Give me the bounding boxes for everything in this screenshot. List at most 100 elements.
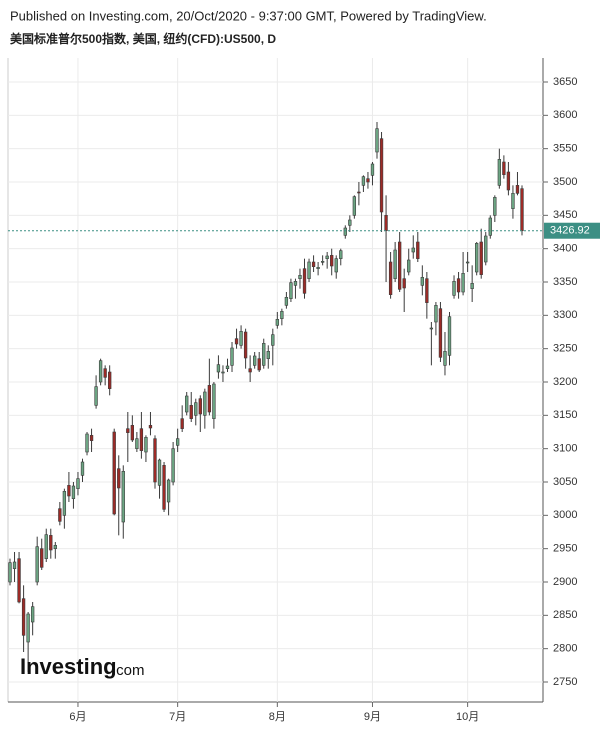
candle-body — [85, 433, 89, 453]
candle-body — [497, 159, 502, 186]
candle-body — [262, 343, 266, 366]
candle-body — [44, 534, 48, 559]
candle-body — [266, 351, 270, 359]
candle-body — [393, 249, 397, 279]
x-tick-label: 10月 — [456, 711, 479, 723]
candle-body — [175, 438, 180, 446]
y-tick-label: 3000 — [553, 509, 577, 521]
candle-body — [366, 178, 370, 183]
y-tick-label: 3300 — [553, 309, 577, 321]
candle-body — [420, 277, 424, 286]
last-price-label: 3426.92 — [550, 225, 590, 237]
candle-body — [80, 461, 85, 476]
candle-body — [239, 331, 243, 346]
candle-body — [388, 261, 393, 295]
y-tick-label: 2800 — [553, 643, 577, 655]
candle-body — [185, 395, 189, 413]
candle-body — [148, 425, 153, 429]
candle-body — [171, 448, 175, 483]
candle-body — [456, 278, 461, 293]
x-tick-label: 6月 — [69, 711, 86, 723]
candle-body — [493, 197, 497, 216]
y-tick-label: 3150 — [553, 409, 577, 421]
candle-body — [407, 259, 411, 273]
candle-body — [384, 215, 388, 231]
candle-body — [153, 438, 157, 483]
candle-body — [506, 171, 511, 191]
candle-body — [17, 558, 21, 603]
candle-body — [488, 217, 492, 236]
candle-body — [325, 255, 329, 259]
candle-body — [198, 398, 202, 415]
candle-body — [71, 485, 76, 499]
candle-body — [271, 334, 275, 346]
candle-body — [135, 438, 139, 449]
candle-body — [53, 545, 57, 549]
candle-body — [402, 278, 406, 289]
candle-body — [316, 267, 320, 269]
candle-body — [103, 368, 107, 378]
candle-body — [203, 391, 207, 416]
y-tick-label: 3400 — [553, 243, 577, 255]
candle-body — [298, 275, 302, 279]
candle-body — [375, 128, 379, 153]
logo-name: Investing — [20, 654, 117, 679]
candle-body — [434, 305, 438, 323]
grid: 2750 2800 2850 2900 2950 3000 3050 3100 3150 3200… — [8, 58, 577, 723]
y-tick-label: 3250 — [553, 343, 577, 355]
y-tick-label: 2850 — [553, 609, 577, 621]
candle-body — [94, 386, 98, 406]
candle-body — [8, 562, 12, 583]
candle-body — [515, 185, 520, 194]
candle-body — [194, 402, 198, 416]
chart-title: 美国标准普尔500指数, 美国, 纽约(CFD):US500, D — [10, 31, 276, 46]
candle-body — [26, 613, 30, 643]
candle-body — [40, 548, 44, 568]
candle-body — [121, 471, 125, 523]
x-tick-label: 8月 — [269, 711, 286, 723]
y-tick-label: 2750 — [553, 676, 577, 688]
candles — [8, 122, 524, 672]
candle-body — [284, 297, 289, 306]
candle-body — [429, 327, 434, 330]
candle-body — [76, 478, 80, 489]
candle-body — [311, 261, 316, 267]
candle-body — [438, 308, 443, 358]
candle-body — [411, 247, 415, 253]
candle-body — [370, 163, 375, 176]
candle-body — [511, 193, 515, 209]
candle-body — [520, 188, 524, 232]
candle-body — [62, 491, 67, 516]
candle-body — [21, 598, 26, 636]
candle-body — [330, 255, 334, 267]
candle-body — [162, 465, 166, 510]
candle-body — [334, 258, 338, 273]
candle-body — [126, 428, 130, 433]
candle-body — [130, 425, 134, 441]
candle-body — [253, 355, 257, 366]
candle-body — [225, 365, 230, 369]
candle-body — [108, 371, 112, 389]
y-tick-label: 3500 — [553, 176, 577, 188]
candle-body — [58, 508, 62, 522]
candle-body — [67, 485, 71, 497]
candle-body — [280, 311, 284, 319]
candle-body — [361, 176, 366, 186]
candle-body — [339, 250, 343, 259]
candle-body — [207, 385, 212, 413]
candle-body — [35, 546, 39, 583]
y-tick-label: 2950 — [553, 543, 577, 555]
candle-body — [307, 261, 311, 279]
candle-body — [475, 243, 479, 273]
candle-body — [30, 606, 35, 623]
y-tick-label: 2900 — [553, 576, 577, 588]
y-tick-label: 3600 — [553, 109, 577, 121]
candle-body — [180, 418, 184, 429]
candle-body — [502, 161, 506, 175]
candle-body — [144, 437, 148, 453]
candle-body — [293, 281, 298, 286]
candle-body — [275, 319, 279, 326]
candle-body — [212, 383, 216, 419]
y-tick-label: 3450 — [553, 209, 577, 221]
